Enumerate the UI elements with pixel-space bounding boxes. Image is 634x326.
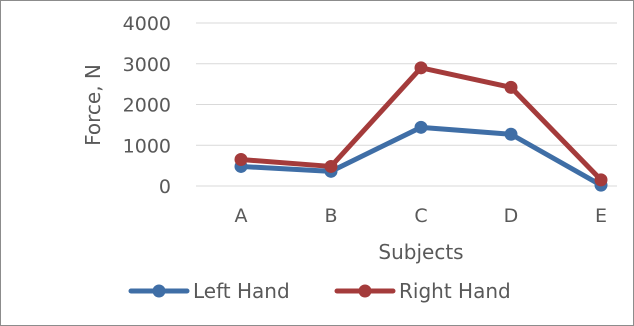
x-tick-label: C xyxy=(414,205,427,227)
data-point xyxy=(414,61,428,75)
data-point xyxy=(504,127,518,141)
series-line xyxy=(238,124,604,188)
data-point xyxy=(414,120,428,134)
series xyxy=(234,61,608,192)
x-tick-label: A xyxy=(235,205,248,227)
x-tick-label: E xyxy=(595,205,607,227)
y-axis-title: Force, N xyxy=(81,64,105,146)
legend: Left Hand Right Hand xyxy=(128,279,511,303)
data-point xyxy=(594,173,608,187)
legend-swatch-marker xyxy=(358,284,372,298)
y-tick-label: 0 xyxy=(159,176,171,198)
data-point xyxy=(234,153,248,167)
legend-label: Right Hand xyxy=(399,279,511,303)
data-point xyxy=(504,80,518,94)
x-tick-label: B xyxy=(324,205,337,227)
x-axis-title: Subjects xyxy=(378,240,463,264)
x-axis-ticks: A B C D E xyxy=(235,205,608,227)
legend-swatch-marker xyxy=(152,284,166,298)
y-tick-label: 1000 xyxy=(123,135,171,157)
legend-item: Left Hand xyxy=(128,279,290,303)
y-tick-label: 4000 xyxy=(123,13,171,35)
y-axis-ticks: 0 1000 2000 3000 4000 xyxy=(123,13,171,198)
gridlines xyxy=(196,22,617,187)
legend-label: Left Hand xyxy=(193,279,290,303)
data-point xyxy=(324,159,338,173)
y-tick-label: 2000 xyxy=(123,95,171,117)
series-right-hand xyxy=(234,61,608,187)
x-tick-label: D xyxy=(504,205,519,227)
legend-item: Right Hand xyxy=(334,279,511,303)
y-tick-label: 3000 xyxy=(123,54,171,76)
